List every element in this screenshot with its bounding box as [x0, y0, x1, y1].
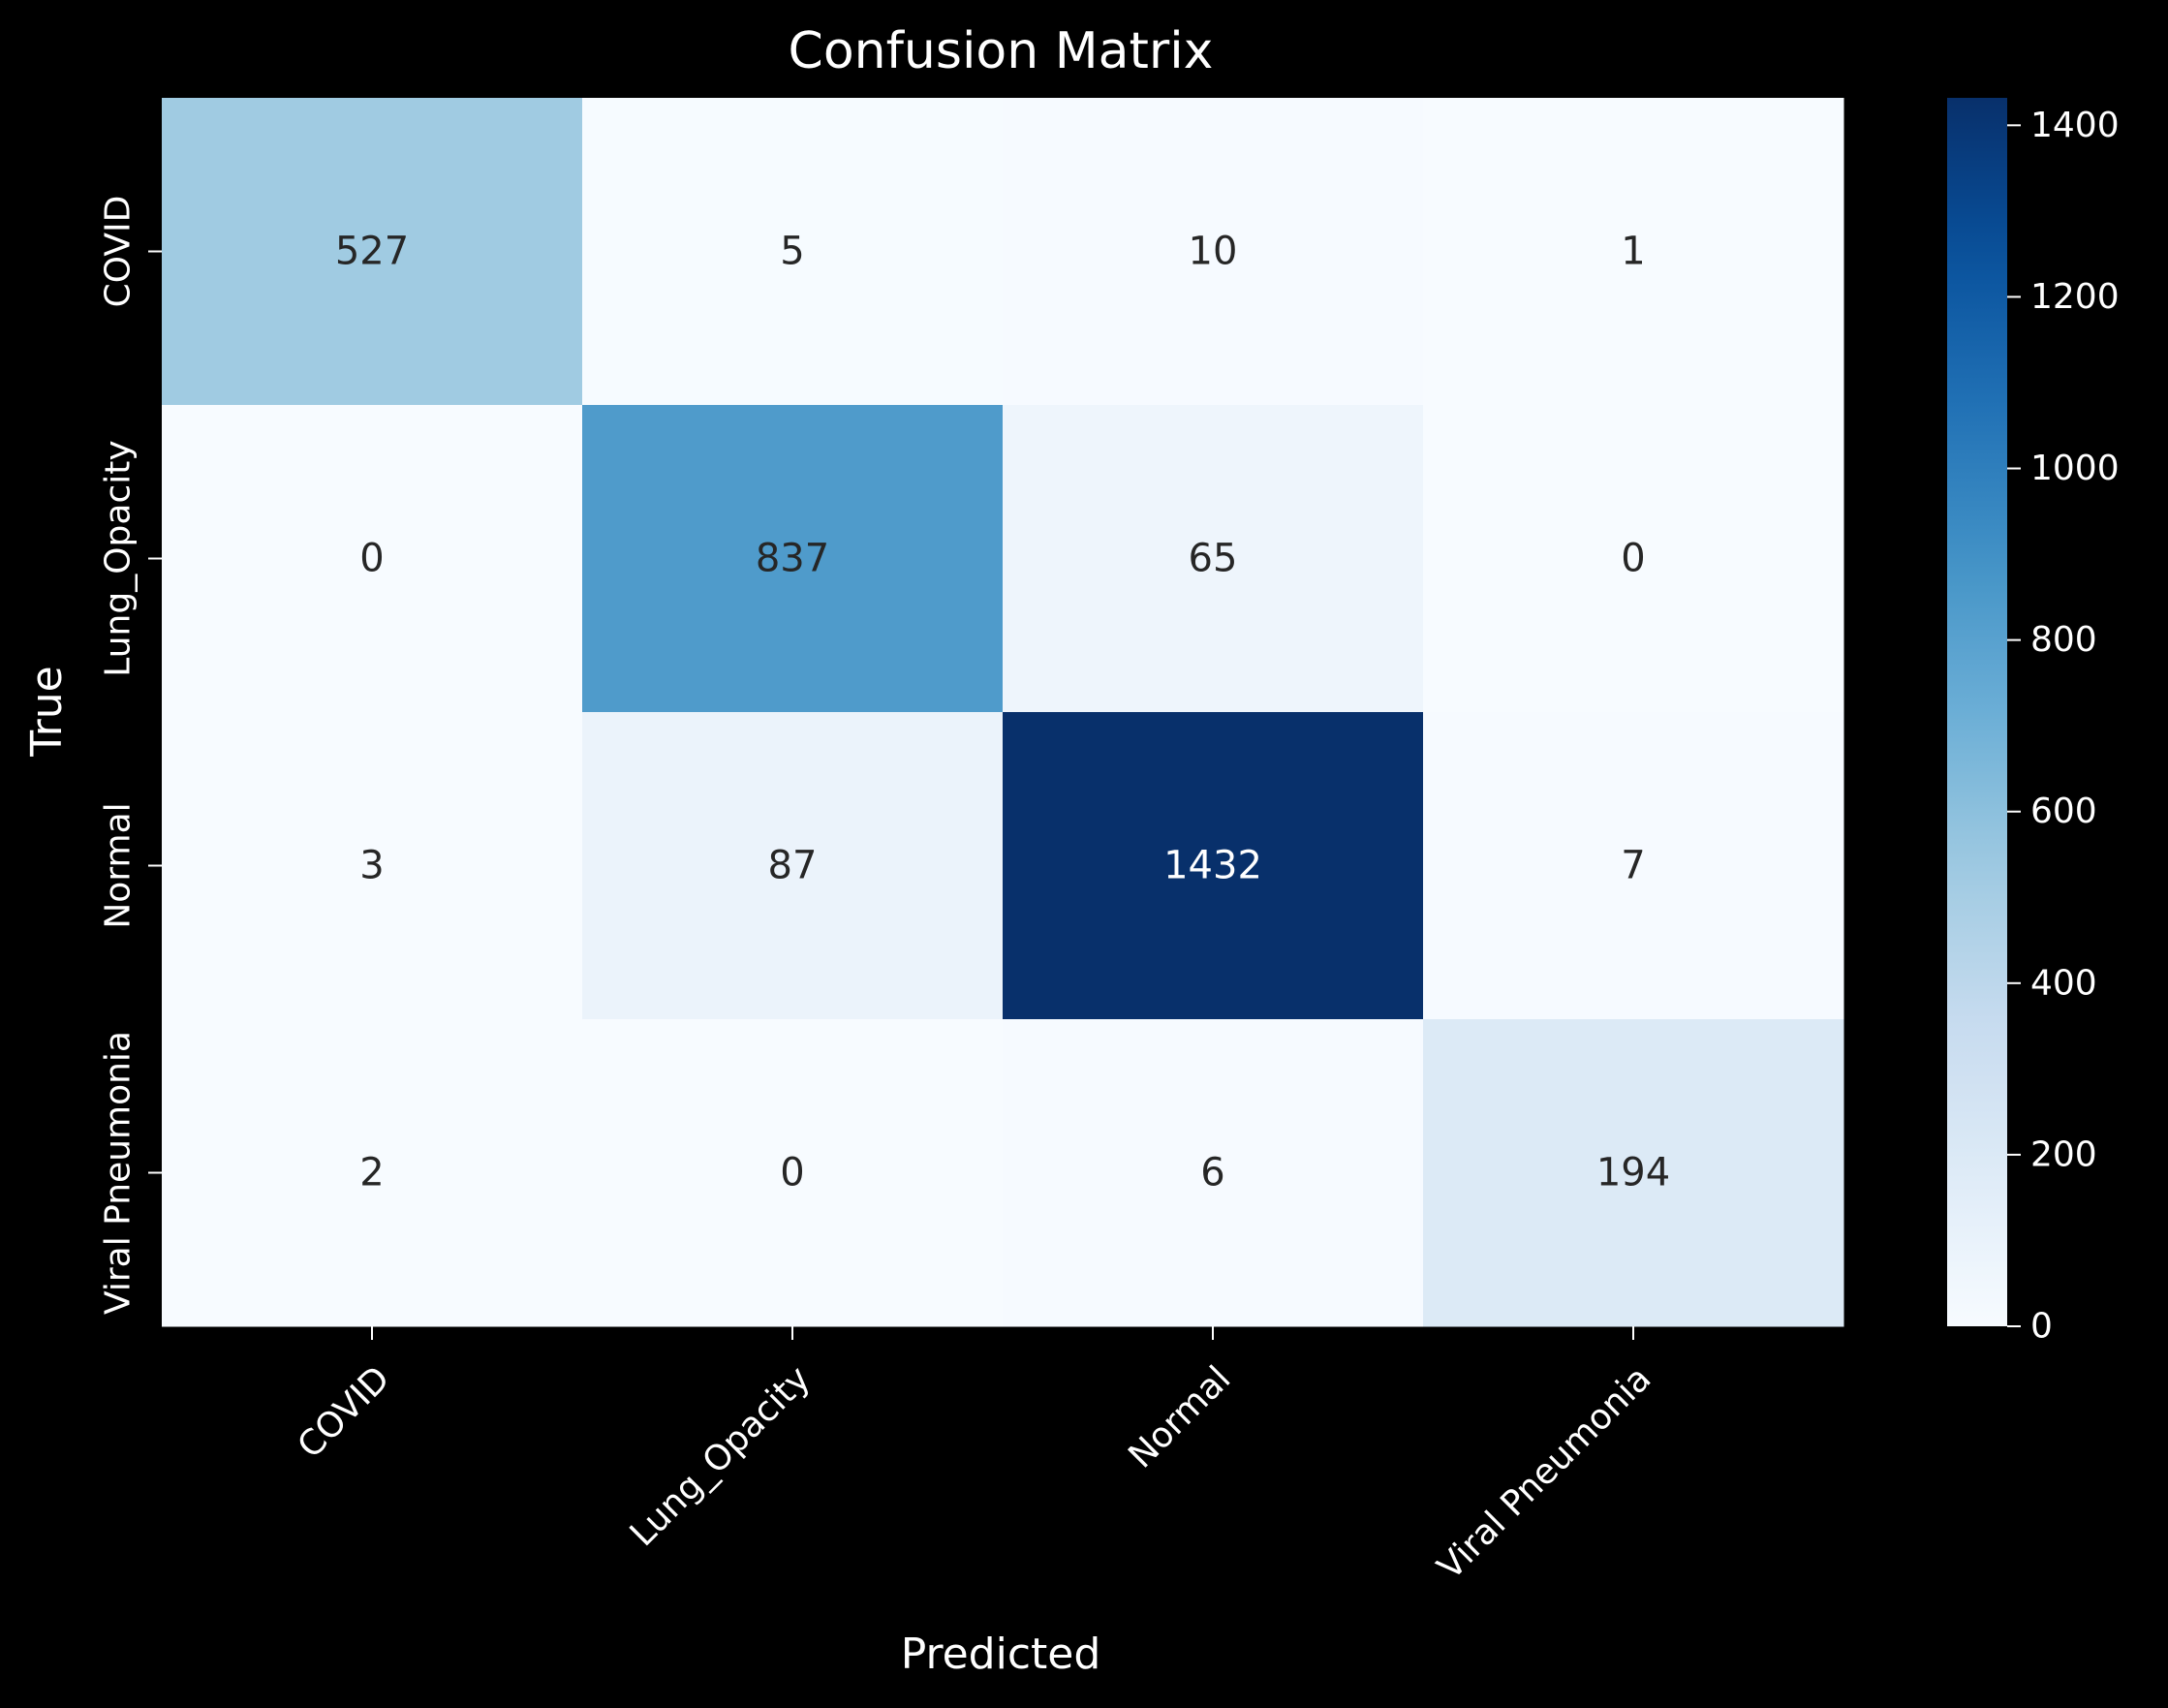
cell-annotation: 0	[1621, 537, 1645, 581]
heatmap-cell	[1423, 1019, 1844, 1327]
heatmap-cell	[162, 1019, 583, 1327]
cell-annotation: 0	[359, 537, 384, 581]
y-tick-label: Viral Pneumonia	[99, 1031, 139, 1315]
cell-annotation: 10	[1189, 230, 1238, 274]
y-axis: COVID Lung_Opacity Normal Viral Pneumonia	[99, 196, 162, 1315]
y-tick-label: Normal	[99, 802, 139, 928]
cell-annotation: 837	[756, 537, 829, 581]
cell-annotation: 3	[359, 844, 384, 888]
heatmap-cell	[162, 405, 583, 713]
heatmap-cell	[582, 1019, 1004, 1327]
heatmap-cell	[1003, 1019, 1424, 1327]
colorbar-tick-label: 1000	[2030, 449, 2120, 488]
heatmap-cell	[582, 98, 1004, 406]
cell-annotation: 7	[1621, 844, 1645, 888]
x-axis-label: Predicted	[901, 1630, 1101, 1679]
colorbar-tick-label: 200	[2030, 1134, 2097, 1174]
chart-title: Confusion Matrix	[789, 22, 1214, 80]
cell-annotation: 1432	[1163, 844, 1262, 888]
heatmap-cell	[1423, 98, 1844, 406]
cell-annotation: 194	[1596, 1151, 1670, 1196]
heatmap-cell	[1423, 712, 1844, 1020]
heatmap-cell	[162, 98, 583, 406]
cell-annotation: 65	[1189, 537, 1238, 581]
heatmap-cell	[582, 405, 1004, 713]
heatmap-cell	[1003, 712, 1424, 1020]
y-axis-label: True	[22, 666, 72, 757]
colorbar-tick-label: 0	[2030, 1307, 2053, 1347]
cell-annotation: 527	[335, 230, 409, 274]
heatmap-cell	[582, 712, 1004, 1020]
y-tick-label: Lung_Opacity	[99, 440, 139, 676]
heatmap-cell	[1423, 405, 1844, 713]
cell-annotation: 87	[768, 844, 818, 888]
colorbar-tick-label: 1200	[2030, 277, 2120, 317]
colorbar: 0 200 400 600 800 1000 1200 1400	[1947, 98, 2120, 1347]
heatmap-cell	[1003, 98, 1424, 406]
cell-annotation: 2	[359, 1151, 384, 1196]
heatmap-cell	[1003, 405, 1424, 713]
cell-annotation: 0	[780, 1151, 804, 1196]
colorbar-gradient	[1947, 98, 2007, 1326]
y-tick-label: COVID	[99, 196, 139, 308]
colorbar-tick-label: 600	[2030, 792, 2097, 831]
colorbar-tick-label: 1400	[2030, 106, 2120, 145]
colorbar-tick-label: 400	[2030, 963, 2097, 1003]
heatmap-cells: 527 5 10 10 837 65 03 87 1432 72 0 6 194	[162, 98, 1844, 1327]
cell-annotation: 1	[1621, 230, 1645, 274]
heatmap-cell	[162, 712, 583, 1020]
cell-annotation: 6	[1200, 1151, 1224, 1196]
cell-annotation: 5	[780, 230, 804, 274]
colorbar-tick-label: 800	[2030, 620, 2097, 660]
